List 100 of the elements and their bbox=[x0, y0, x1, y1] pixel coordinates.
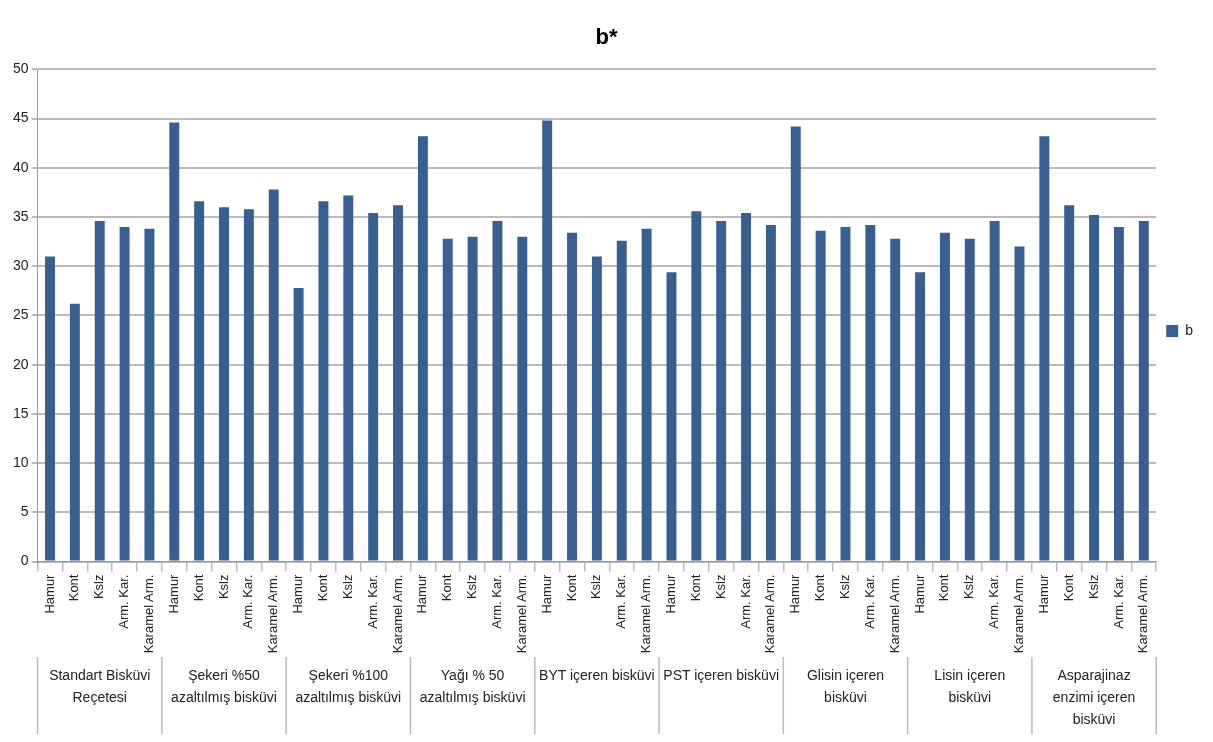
bar bbox=[915, 272, 926, 561]
bar bbox=[567, 232, 578, 561]
x-tick-label: Karamel Arm. bbox=[389, 574, 405, 654]
bar bbox=[1039, 136, 1050, 561]
bar bbox=[840, 226, 851, 561]
x-tick-label: Hamur bbox=[290, 573, 306, 614]
x-tick-label: Kslz bbox=[961, 574, 977, 600]
bar bbox=[368, 213, 379, 561]
bar bbox=[964, 238, 975, 561]
x-tick-label: Kont bbox=[936, 574, 952, 602]
x-tick-label: Kont bbox=[315, 574, 331, 602]
x-tick-label: Kslz bbox=[1085, 574, 1101, 600]
bar bbox=[691, 211, 702, 561]
bar bbox=[45, 256, 55, 561]
bar bbox=[641, 228, 652, 561]
bar bbox=[393, 205, 403, 561]
y-tick-label: 30 bbox=[12, 257, 29, 274]
x-tick-label: Kslz bbox=[712, 574, 728, 600]
bar bbox=[144, 228, 155, 561]
x-tick-label: Arm. Kar. bbox=[240, 574, 256, 629]
x-tick-label: Karamel Arm. bbox=[762, 574, 778, 654]
bar bbox=[741, 213, 752, 561]
text: Şekeri %100 azaltılmış bisküvi bbox=[295, 666, 402, 705]
bar bbox=[268, 189, 279, 561]
x-tick-label: Arm. Kar. bbox=[116, 574, 132, 629]
bar bbox=[69, 303, 80, 561]
bar bbox=[467, 236, 478, 561]
x-tick-label: Arm. Kar. bbox=[986, 574, 1002, 629]
bar bbox=[169, 122, 180, 561]
text: Yağı % 50 azaltılmış bisküvi bbox=[419, 666, 526, 705]
x-tick-label: Hamur bbox=[414, 573, 430, 614]
x-tick-label: Karamel Arm. bbox=[513, 574, 529, 654]
text: Standart Bisküvi Reçetesi bbox=[49, 666, 151, 705]
bar bbox=[219, 207, 229, 561]
text: PST içeren bisküvi bbox=[663, 666, 780, 683]
x-tick-label: Hamur bbox=[41, 573, 57, 614]
bar bbox=[343, 195, 354, 561]
x-tick-label: Hamur bbox=[663, 573, 679, 614]
x-tick-label: Arm. Kar. bbox=[1110, 574, 1126, 629]
text: Asparajinaz enzimi içeren bisküvi bbox=[1052, 666, 1136, 727]
y-tick-label: 10 bbox=[12, 453, 29, 470]
bar bbox=[1064, 205, 1075, 561]
bar bbox=[616, 240, 627, 561]
bar bbox=[865, 224, 876, 561]
bar bbox=[1138, 220, 1149, 561]
text: Şekeri %50 azaltılmış bisküvi bbox=[171, 666, 277, 705]
bar bbox=[542, 120, 553, 561]
bar bbox=[417, 136, 428, 561]
bar bbox=[765, 224, 776, 561]
legend-label: b bbox=[1185, 321, 1194, 338]
bar bbox=[716, 220, 727, 561]
x-tick-label: Hamur bbox=[911, 573, 927, 614]
bar bbox=[1113, 226, 1124, 561]
y-tick-label: 15 bbox=[12, 404, 29, 421]
y-tick-label: 45 bbox=[12, 109, 29, 126]
text: BYT içeren bisküvi bbox=[539, 666, 655, 683]
y-tick-label: 5 bbox=[20, 503, 29, 520]
bar bbox=[318, 201, 329, 561]
x-tick-label: Kont bbox=[190, 574, 206, 602]
y-tick-label: 50 bbox=[12, 60, 29, 77]
x-tick-label: Kslz bbox=[91, 574, 107, 600]
bar bbox=[243, 209, 254, 561]
x-tick-label: Karamel Arm. bbox=[1135, 574, 1151, 654]
x-tick-label: Karamel Arm. bbox=[265, 574, 281, 654]
x-tick-label: Arm. Kar. bbox=[737, 574, 753, 629]
x-tick-label: Kslz bbox=[588, 574, 604, 600]
x-tick-label: Hamur bbox=[787, 573, 803, 614]
bar bbox=[517, 236, 528, 561]
y-tick-label: 0 bbox=[20, 552, 29, 569]
x-tick-label: Kont bbox=[439, 574, 455, 602]
x-tick-label: Hamur bbox=[1035, 573, 1051, 614]
chart-title: b* bbox=[595, 24, 618, 50]
x-tick-label: Kont bbox=[1060, 574, 1076, 602]
x-tick-label: Karamel Arm. bbox=[141, 574, 157, 654]
x-tick-label: Kont bbox=[687, 574, 703, 602]
x-tick-label: Kslz bbox=[464, 574, 480, 600]
y-tick-label: 35 bbox=[12, 207, 29, 224]
x-tick-label: Hamur bbox=[538, 573, 554, 614]
x-tick-label: Karamel Arm. bbox=[886, 574, 902, 654]
y-tick-label: 40 bbox=[12, 158, 29, 175]
text: Glisin içeren bisküvi bbox=[806, 666, 884, 705]
x-tick-label: Hamur bbox=[165, 573, 181, 614]
bar bbox=[939, 232, 950, 561]
x-tick-label: Kont bbox=[66, 574, 82, 602]
bar bbox=[815, 230, 826, 561]
x-tick-label: Arm. Kar. bbox=[364, 574, 380, 629]
bar bbox=[194, 201, 205, 561]
bar bbox=[790, 126, 801, 561]
x-tick-label: Karamel Arm. bbox=[1011, 574, 1027, 654]
bar bbox=[591, 256, 602, 561]
x-tick-label: Kslz bbox=[837, 574, 853, 600]
bar bbox=[492, 220, 503, 561]
x-tick-label: Kont bbox=[563, 574, 579, 602]
x-tick-label: Arm. Kar. bbox=[613, 574, 629, 629]
x-tick-label: Kont bbox=[812, 574, 828, 602]
x-tick-label: Arm. Kar. bbox=[489, 574, 505, 629]
y-tick-label: 25 bbox=[12, 306, 29, 323]
bar bbox=[1089, 215, 1100, 561]
x-tick-label: Kslz bbox=[215, 574, 231, 600]
y-tick-label: 20 bbox=[12, 355, 29, 372]
